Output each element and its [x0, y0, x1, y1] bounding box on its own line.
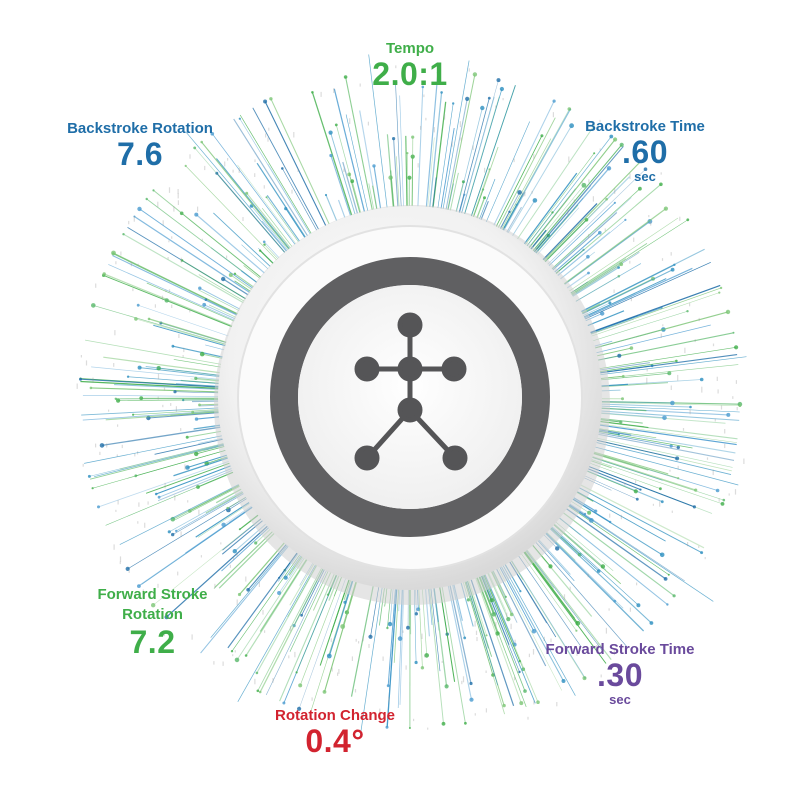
forward-stroke-time-label: Forward Stroke Time — [545, 641, 695, 658]
backstroke-time-label: Backstroke Time — [585, 118, 705, 135]
forward-stroke-rotation-label-line1: Forward Stroke — [97, 586, 208, 603]
forward-stroke-time-unit: sec — [609, 692, 631, 707]
forward-stroke-rotation-label-line2: Rotation — [122, 605, 183, 623]
metric-forward-stroke-time: Forward Stroke Time .30 sec — [520, 642, 720, 706]
forward-stroke-time-value: .30 — [597, 657, 643, 693]
metric-tempo: Tempo 2.0:1 — [350, 41, 470, 90]
tempo-label: Tempo — [385, 40, 435, 57]
metric-backstroke-rotation: Backstroke Rotation 7.6 — [40, 121, 240, 170]
metric-forward-stroke-rotation: Forward Stroke Rotation 7.2 — [70, 585, 235, 658]
backstroke-time-value: .60 — [622, 134, 668, 170]
device-ring — [270, 257, 550, 537]
rotation-change-value: 0.4° — [305, 723, 365, 759]
metric-rotation-change: Rotation Change 0.4° — [245, 708, 425, 757]
stick-figure-icon — [354, 312, 468, 471]
tempo-value: 2.0:1 — [372, 56, 448, 92]
forward-stroke-rotation-value: 7.2 — [129, 624, 176, 660]
rotation-change-label: Rotation Change — [275, 707, 395, 724]
backstroke-time-unit: sec — [634, 169, 656, 184]
backstroke-rotation-value: 7.6 — [117, 136, 163, 172]
backstroke-rotation-label: Backstroke Rotation — [67, 120, 213, 137]
metric-backstroke-time: Backstroke Time .60 sec — [555, 119, 735, 183]
